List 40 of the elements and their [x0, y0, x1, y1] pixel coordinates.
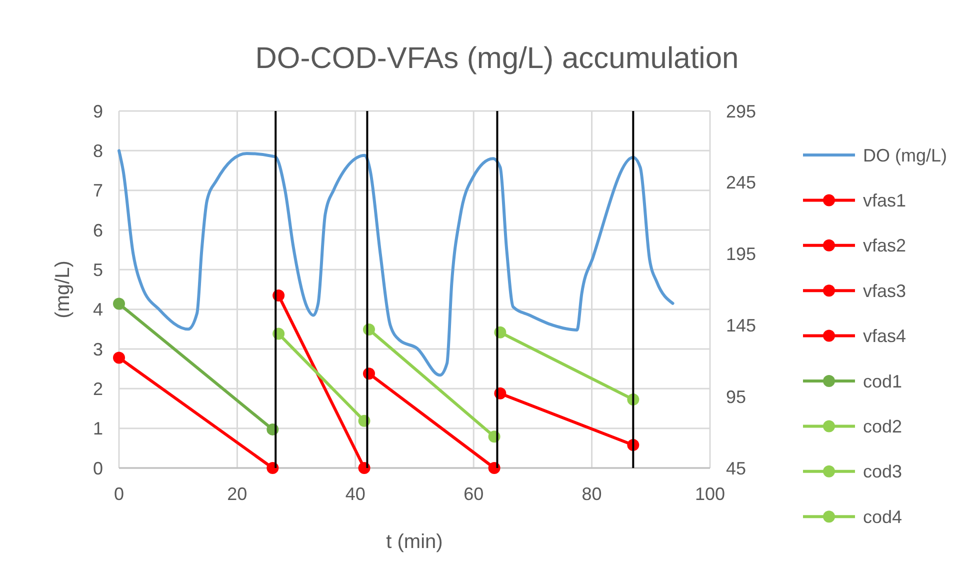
legend-label: cod3	[863, 462, 902, 482]
y2-tick-label: 45	[726, 458, 746, 478]
x-tick-label: 80	[582, 484, 602, 504]
y-tick-label: 1	[92, 418, 103, 439]
legend-label: vfas3	[863, 280, 906, 301]
y2-tick-label: 295	[726, 101, 756, 122]
x-tick-label: 20	[227, 484, 248, 504]
legend-label: cod1	[863, 371, 902, 392]
point	[266, 462, 279, 474]
y2-tick-label: 245	[726, 172, 756, 193]
point	[113, 298, 125, 310]
y-tick-label: 2	[92, 378, 103, 399]
point	[358, 462, 370, 474]
x-tick-label: 0	[114, 484, 124, 504]
legend-label: cod4	[863, 506, 902, 527]
legend-label: vfas1	[863, 190, 906, 210]
y-tick-label: 8	[92, 140, 103, 161]
x-tick-label: 60	[464, 484, 484, 504]
line-series	[118, 149, 674, 377]
legend-label: vfas4	[863, 326, 906, 346]
x-tick-label: 40	[345, 484, 366, 504]
y-tick-label: 9	[92, 101, 103, 122]
legend-label: DO (mg/L)	[863, 145, 948, 166]
y-axis-title: (mg/L)	[52, 260, 74, 318]
x-tick-label: 100	[694, 484, 726, 504]
legend-label: cod2	[863, 416, 902, 436]
y2-tick-label: 95	[726, 386, 746, 407]
y-tick-label: 4	[92, 300, 103, 320]
y2-tick-label: 145	[726, 316, 756, 336]
y-tick-label: 3	[92, 339, 103, 360]
y-tick-label: 7	[92, 180, 103, 201]
y-tick-label: 6	[92, 220, 103, 240]
y-tick-label: 0	[92, 458, 103, 478]
legend-label: vfas2	[863, 236, 906, 256]
y2-tick-label: 195	[726, 244, 756, 264]
chart-title: DO-COD-VFAs (mg/L) accumulation	[255, 42, 739, 75]
x-axis-title: t (min)	[386, 531, 443, 553]
point	[488, 462, 500, 474]
point	[113, 352, 125, 364]
y-tick-label: 5	[92, 260, 103, 280]
